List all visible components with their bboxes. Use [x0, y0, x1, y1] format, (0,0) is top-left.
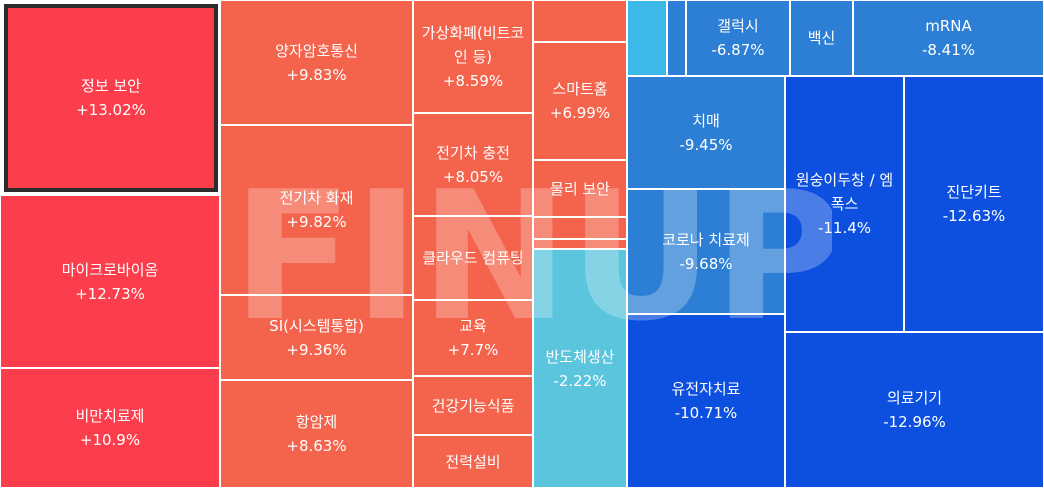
tile-label: mRNA	[925, 17, 972, 35]
tile-change: -12.63%	[942, 207, 1006, 225]
tile-change: +8.63%	[286, 437, 347, 455]
treemap-tile[interactable]: 마이크로바이옴 +12.73%	[0, 195, 220, 368]
treemap-tile[interactable]: 치매 -9.45%	[627, 76, 785, 189]
tile-change: +9.83%	[286, 65, 347, 84]
tile-label: SI(시스템통합)	[269, 316, 364, 335]
treemap-tile[interactable]	[627, 0, 667, 76]
tile-change: +10.9%	[79, 431, 141, 449]
tile-change: -8.41%	[921, 41, 976, 59]
tile-change: +9.36%	[286, 340, 347, 359]
treemap-tile[interactable]: 백신	[790, 0, 853, 76]
treemap-tile[interactable]: 클라우드 컴퓨팅	[413, 216, 533, 300]
treemap-tile[interactable]: 물리 보안	[533, 160, 627, 217]
treemap-tile[interactable]: 전력설비	[413, 435, 533, 488]
tile-change: +7.7%	[447, 341, 499, 359]
tile-label: 갤럭시	[717, 17, 759, 35]
tile-change: +13.02%	[76, 101, 146, 119]
tile-change: -11.4%	[817, 219, 872, 237]
tile-label: 반도체생산	[545, 347, 615, 366]
tile-label: 전력설비	[445, 452, 501, 471]
treemap-tile[interactable]: 비만치료제 +10.9%	[0, 368, 220, 488]
tile-change: +8.05%	[442, 167, 504, 186]
tile-label: 의료기기	[886, 389, 943, 407]
tile-label: 건강기능식품	[431, 396, 515, 415]
treemap-tile[interactable]: 양자암호통신 +9.83%	[220, 0, 413, 125]
tile-label: 물리 보안	[550, 179, 610, 198]
tile-label: 교육	[459, 317, 487, 335]
tile-change: -9.68%	[679, 254, 733, 273]
tile-label: 치매	[692, 111, 720, 130]
tile-label: 스마트홈	[552, 80, 608, 98]
treemap-tile[interactable]	[533, 239, 627, 249]
tile-label: 진단키트	[946, 183, 1002, 201]
treemap-tile[interactable]	[533, 0, 627, 42]
tile-label: 정보 보안	[81, 77, 141, 95]
treemap-tile[interactable]: 건강기능식품	[413, 376, 533, 435]
tile-label: 가상화폐(비트코인 등)	[421, 23, 525, 66]
treemap-tile[interactable]	[533, 217, 627, 239]
tile-label: 전기차 화재	[279, 189, 354, 207]
treemap-tile[interactable]: mRNA -8.41%	[853, 0, 1044, 76]
treemap-tile[interactable]: SI(시스템통합) +9.36%	[220, 295, 413, 380]
tile-label: 백신	[807, 29, 836, 47]
treemap-tile[interactable]: 갤럭시 -6.87%	[686, 0, 790, 76]
treemap-tile[interactable]: 항암제 +8.63%	[220, 380, 413, 488]
tile-label: 양자암호통신	[275, 41, 358, 60]
tile-label: 원숭이두창 / 엠폭스	[795, 171, 894, 213]
tile-label: 유전자치료	[671, 380, 741, 398]
treemap-tile[interactable]: 전기차 화재 +9.82%	[220, 125, 413, 295]
treemap-tile[interactable]: 유전자치료 -10.71%	[627, 314, 785, 488]
treemap-tile[interactable]: 원숭이두창 / 엠폭스 -11.4%	[785, 76, 904, 332]
tile-change: -10.71%	[674, 404, 738, 422]
treemap-tile[interactable]: 코로나 치료제 -9.68%	[627, 189, 785, 314]
tile-change: +12.73%	[75, 284, 145, 303]
treemap-tile[interactable]: 정보 보안 +13.02%	[4, 4, 218, 192]
tile-label: 클라우드 컴퓨팅	[422, 249, 524, 267]
tile-change: -2.22%	[553, 371, 607, 390]
treemap-tile[interactable]: 가상화폐(비트코인 등) +8.59%	[413, 0, 533, 113]
treemap-tile[interactable]: 반도체생산 -2.22%	[533, 249, 627, 488]
tile-change: +6.99%	[549, 104, 611, 122]
tile-label: 전기차 충전	[436, 143, 510, 162]
tile-change: +9.82%	[286, 213, 347, 231]
tile-change: -6.87%	[711, 41, 765, 59]
treemap-tile[interactable]	[667, 0, 686, 76]
treemap-tile[interactable]: 교육 +7.7%	[413, 300, 533, 376]
tile-label: 코로나 치료제	[662, 230, 750, 249]
tile-change: -12.96%	[883, 413, 946, 431]
treemap-tile[interactable]: 진단키트 -12.63%	[904, 76, 1044, 332]
tile-label: 마이크로바이옴	[61, 260, 159, 279]
tile-label: 비만치료제	[75, 407, 145, 425]
treemap-tile[interactable]: 스마트홈 +6.99%	[533, 42, 627, 160]
tile-change: -9.45%	[679, 135, 733, 154]
treemap-tile[interactable]: 전기차 충전 +8.05%	[413, 113, 533, 216]
treemap-tile[interactable]: 의료기기 -12.96%	[785, 332, 1044, 488]
tile-label: 항암제	[295, 413, 338, 431]
tile-change: +8.59%	[442, 71, 504, 90]
